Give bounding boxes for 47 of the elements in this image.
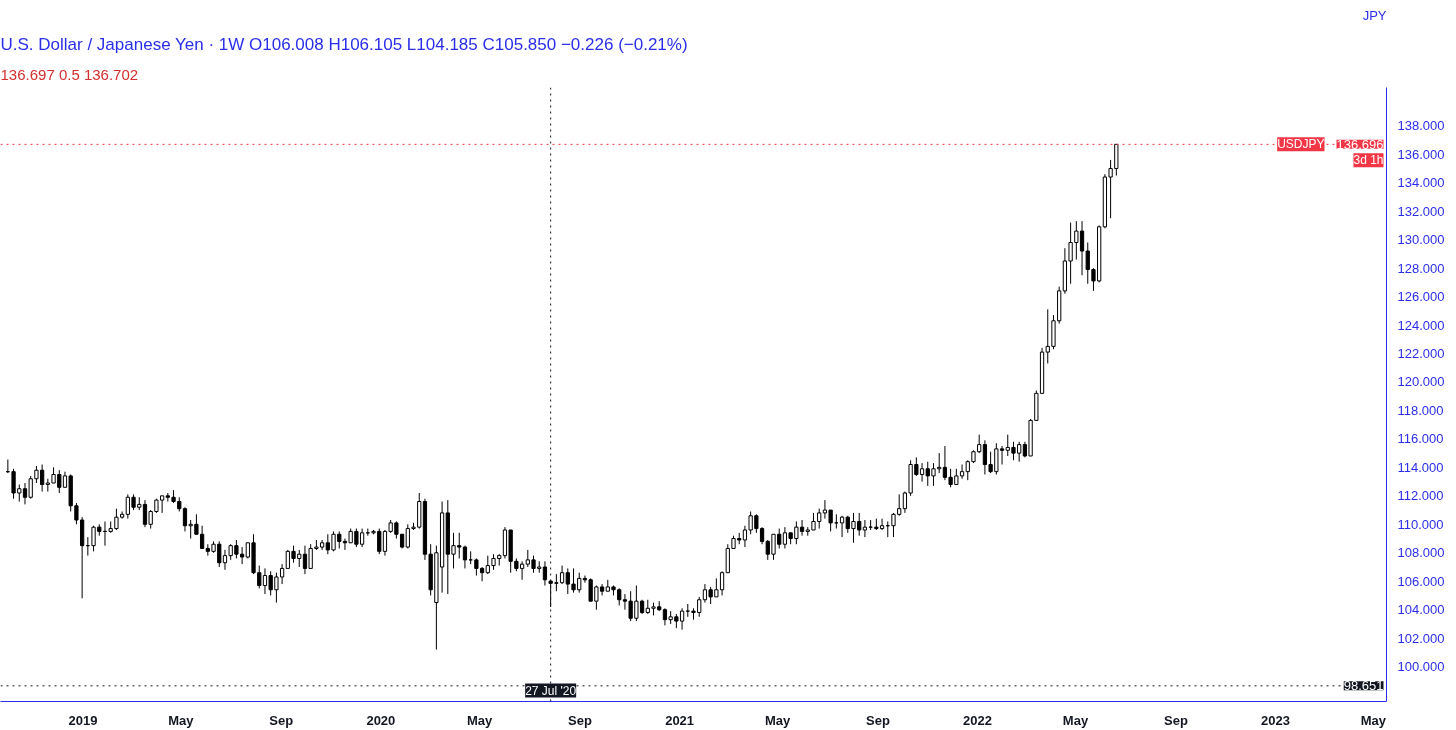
x-tick-label: 2022 xyxy=(963,712,993,728)
y-tick-label: 116.000 xyxy=(1397,431,1444,447)
y-tick-label: 108.000 xyxy=(1397,545,1445,561)
x-tick-label: May xyxy=(1062,712,1089,728)
y-tick-label: 128.000 xyxy=(1397,260,1445,276)
candlestick xyxy=(719,570,725,596)
y-tick-label: 132.000 xyxy=(1397,203,1445,219)
y-tick-label: 118.000 xyxy=(1397,402,1444,418)
x-tick-label: Sep xyxy=(568,712,593,728)
y-tick-label: 112.000 xyxy=(1397,488,1444,504)
x-tick-label: 2019 xyxy=(68,712,98,728)
candlestick xyxy=(199,525,205,549)
candlestick xyxy=(239,546,245,565)
x-tick-label: May xyxy=(1360,712,1387,728)
ref-line-label: 27 Jul '20 xyxy=(525,683,577,698)
y-tick-label: 114.000 xyxy=(1397,459,1444,475)
y-tick-label: 100.000 xyxy=(1397,659,1445,675)
y-tick-label: 134.000 xyxy=(1397,175,1445,191)
ref-line-label: 98.651 xyxy=(1343,678,1384,694)
annotation: 3d 1h xyxy=(1353,153,1384,168)
x-tick-label: 2023 xyxy=(1261,712,1290,728)
x-tick-label: Sep xyxy=(269,712,294,728)
y-tick-label: 122.000 xyxy=(1397,346,1445,362)
y-tick-label: 120.000 xyxy=(1397,374,1445,390)
x-tick-label: May xyxy=(764,712,791,728)
y-tick-label: 102.000 xyxy=(1397,630,1445,646)
chart-title: U.S. Dollar / Japanese Yen · 1W O106.008 H106.105 L104.185 C105.850 −0.226 (−0.21%) xyxy=(0,34,688,54)
x-tick-label: Sep xyxy=(1163,712,1188,728)
y-tick-label: 104.000 xyxy=(1397,602,1445,618)
x-tick-label: May xyxy=(467,712,494,728)
y-tick-label: 138.000 xyxy=(1397,118,1445,134)
x-tick-label: May xyxy=(168,712,195,728)
x-tick-label: 2020 xyxy=(366,712,396,728)
candlestick xyxy=(559,565,565,585)
y-tick-label: 110.000 xyxy=(1397,516,1444,532)
y-tick-label: 136.000 xyxy=(1397,146,1445,162)
text: 136.697 0.5 136.702 xyxy=(0,65,139,83)
y-tick-label: 106.000 xyxy=(1397,573,1445,589)
y-tick-label: 130.000 xyxy=(1397,232,1445,248)
y-axis-title: JPY xyxy=(1362,7,1387,23)
x-tick-label: 2021 xyxy=(665,712,695,728)
annotation: USDJPY xyxy=(1277,137,1325,152)
x-tick-label: Sep xyxy=(866,712,890,728)
ref-line-label: 136.696 xyxy=(1336,136,1384,152)
y-tick-label: 124.000 xyxy=(1397,317,1445,333)
y-tick-label: 126.000 xyxy=(1397,289,1445,305)
candlestick xyxy=(862,519,868,538)
